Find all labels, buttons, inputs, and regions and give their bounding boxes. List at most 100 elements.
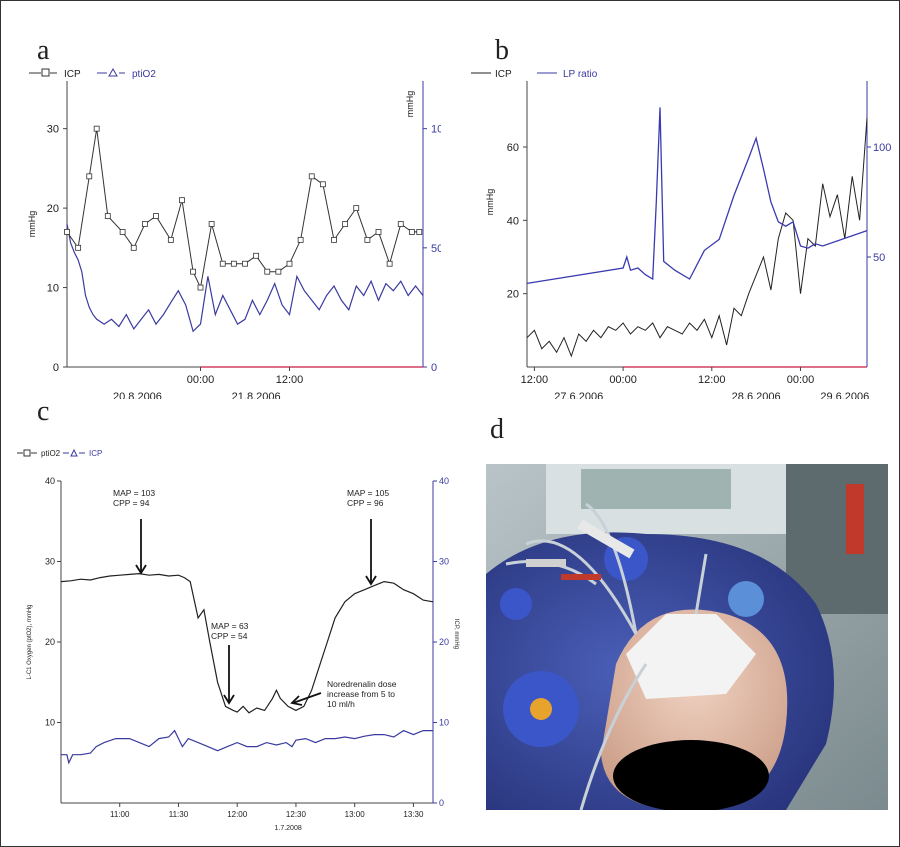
y-tick-label-left: 10 [47, 283, 59, 295]
y-axis-label-left: mmHg [485, 189, 495, 216]
panel-label-c: c [37, 396, 50, 427]
icp-point [308, 173, 315, 180]
equipment-red [846, 484, 864, 554]
legend-ptio2-label: ptiO2 [41, 449, 61, 458]
icp-point [242, 260, 248, 267]
y-tick-label-left: 40 [507, 215, 519, 227]
legend-icp-label: ICP [495, 69, 512, 80]
icp-point [386, 260, 393, 267]
arrow-map-63-head [223, 694, 235, 705]
icp-point [130, 244, 137, 251]
legend-ptio2-label: ptiO2 [132, 69, 156, 80]
monitor-screen [581, 469, 731, 509]
annotation-noredrenalin: 10 ml/h [327, 699, 355, 709]
date-label: 1.7.2008 [274, 825, 301, 832]
legend-icp-marker [70, 448, 78, 457]
x-tick-label: 12:00 [521, 374, 549, 386]
x-tick-label: 12:00 [276, 374, 304, 386]
icp-point [286, 260, 293, 267]
x-tick-label: 00:00 [187, 374, 215, 386]
date-label: 20.8.2006 [113, 391, 162, 399]
x-tick-label: 00:00 [609, 374, 637, 386]
y-tick-label-right: 0 [439, 798, 444, 808]
y-tick-label-right: 30 [439, 557, 449, 567]
series-ptio2-line [60, 572, 434, 714]
icp-point [104, 213, 111, 219]
chart-c: ptiO2 ICP 10 20 30 40 0 10 20 30 40 L-C1 Oxygen (pt… [17, 448, 459, 832]
icp-point [75, 244, 82, 251]
legend-ptio2-marker [23, 449, 31, 457]
icp-point [141, 221, 148, 227]
icp-point [179, 197, 185, 204]
x-tick-label: 13:00 [345, 810, 366, 819]
y-axis-label-left: L-C1 Oxygen (ptO2), mmHg [27, 604, 33, 679]
icp-point [275, 268, 282, 275]
icp-point [190, 268, 196, 275]
legend-icp-label: ICP [89, 449, 102, 458]
icp-point [86, 173, 93, 180]
y-tick-label-left: 60 [507, 142, 519, 154]
date-label: 21.8.2006 [232, 391, 281, 399]
icp-point [297, 236, 304, 243]
legend-icp-label: ICP [64, 69, 81, 80]
panel-label-a: a [37, 35, 50, 66]
annotation-map-105: CPP = 96 [347, 498, 384, 508]
series-icp-line [61, 729, 433, 765]
icp-point [119, 229, 126, 235]
y-tick-label-left: 20 [47, 203, 59, 215]
y-tick-label-right: 100 [431, 124, 441, 136]
x-tick-label: 13:30 [403, 810, 424, 819]
y-tick-label-right: 0 [431, 362, 437, 374]
y-tick-label-right: 50 [431, 243, 441, 255]
x-tick-label: 12:00 [698, 374, 726, 386]
y-tick-label-left: 20 [507, 289, 519, 301]
icp-point [253, 252, 260, 259]
icp-point [331, 236, 337, 243]
icp-point [364, 236, 371, 243]
icp-point [342, 221, 349, 227]
y-axis-label-right: mmHg [405, 91, 415, 118]
arrow-map-105-head [365, 575, 377, 586]
arrow-noredrenalin-shaft [292, 692, 322, 704]
series-icp-line [526, 117, 868, 358]
icp-point [153, 213, 159, 219]
y-tick-label-right: 10 [439, 718, 449, 728]
date-label: 28.6.2006 [732, 391, 781, 399]
arrow-map-103-head [135, 564, 147, 575]
y-tick-label-left: 20 [45, 637, 55, 647]
y-axis-label-right: ICP, mmHg [453, 619, 459, 649]
catheter-connectors [526, 519, 635, 580]
panel-label-b: b [495, 35, 509, 66]
y-tick-label-right: 100 [873, 142, 891, 154]
x-tick-label: 12:00 [227, 810, 248, 819]
y-tick-label-right: 20 [439, 637, 449, 647]
y-tick-label-left: 30 [47, 124, 59, 136]
annotation-noredrenalin: Noredrenalin dose [327, 679, 397, 689]
arrow-noredrenalin-head [290, 695, 303, 706]
date-label: 29.6.2006 [820, 391, 869, 399]
y-axis-label-left: mmHg [27, 211, 37, 238]
y-tick-label-left: 30 [45, 557, 55, 567]
legend-icp-marker [41, 68, 50, 77]
chart-a: ICP ptiO2 0 10 20 30 0 50 100 mmHg mmHg 00:00 12:00 2… [27, 67, 441, 399]
annotation-map-63: MAP = 63 [211, 621, 249, 631]
annotation-noredrenalin: increase from 5 to [327, 689, 395, 699]
icp-point [264, 268, 271, 275]
legend-ptio2-marker [108, 67, 118, 77]
y-tick-label-right: 50 [873, 252, 885, 264]
icp-point [64, 229, 70, 235]
annotation-map-63: CPP = 54 [211, 631, 248, 641]
icp-point [319, 181, 326, 188]
dressing [626, 614, 756, 699]
patient-photo [486, 464, 888, 810]
y-tick-label-left: 40 [45, 476, 55, 486]
x-tick-label: 00:00 [787, 374, 815, 386]
date-label: 27.6.2006 [554, 391, 603, 399]
panel-label-d: d [490, 414, 504, 445]
series-lp-ratio-line [526, 107, 868, 285]
icp-point [93, 125, 100, 132]
icp-point [208, 221, 215, 227]
icp-point [197, 284, 204, 291]
x-tick-label: 11:00 [110, 810, 130, 819]
